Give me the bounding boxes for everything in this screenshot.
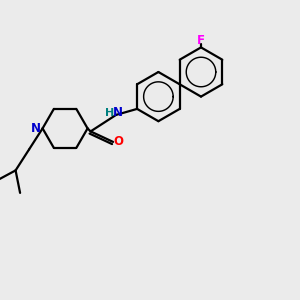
Text: N: N — [31, 122, 41, 135]
Text: O: O — [113, 135, 124, 148]
Text: H: H — [105, 107, 114, 118]
Text: N: N — [112, 106, 123, 119]
Text: F: F — [197, 34, 205, 47]
